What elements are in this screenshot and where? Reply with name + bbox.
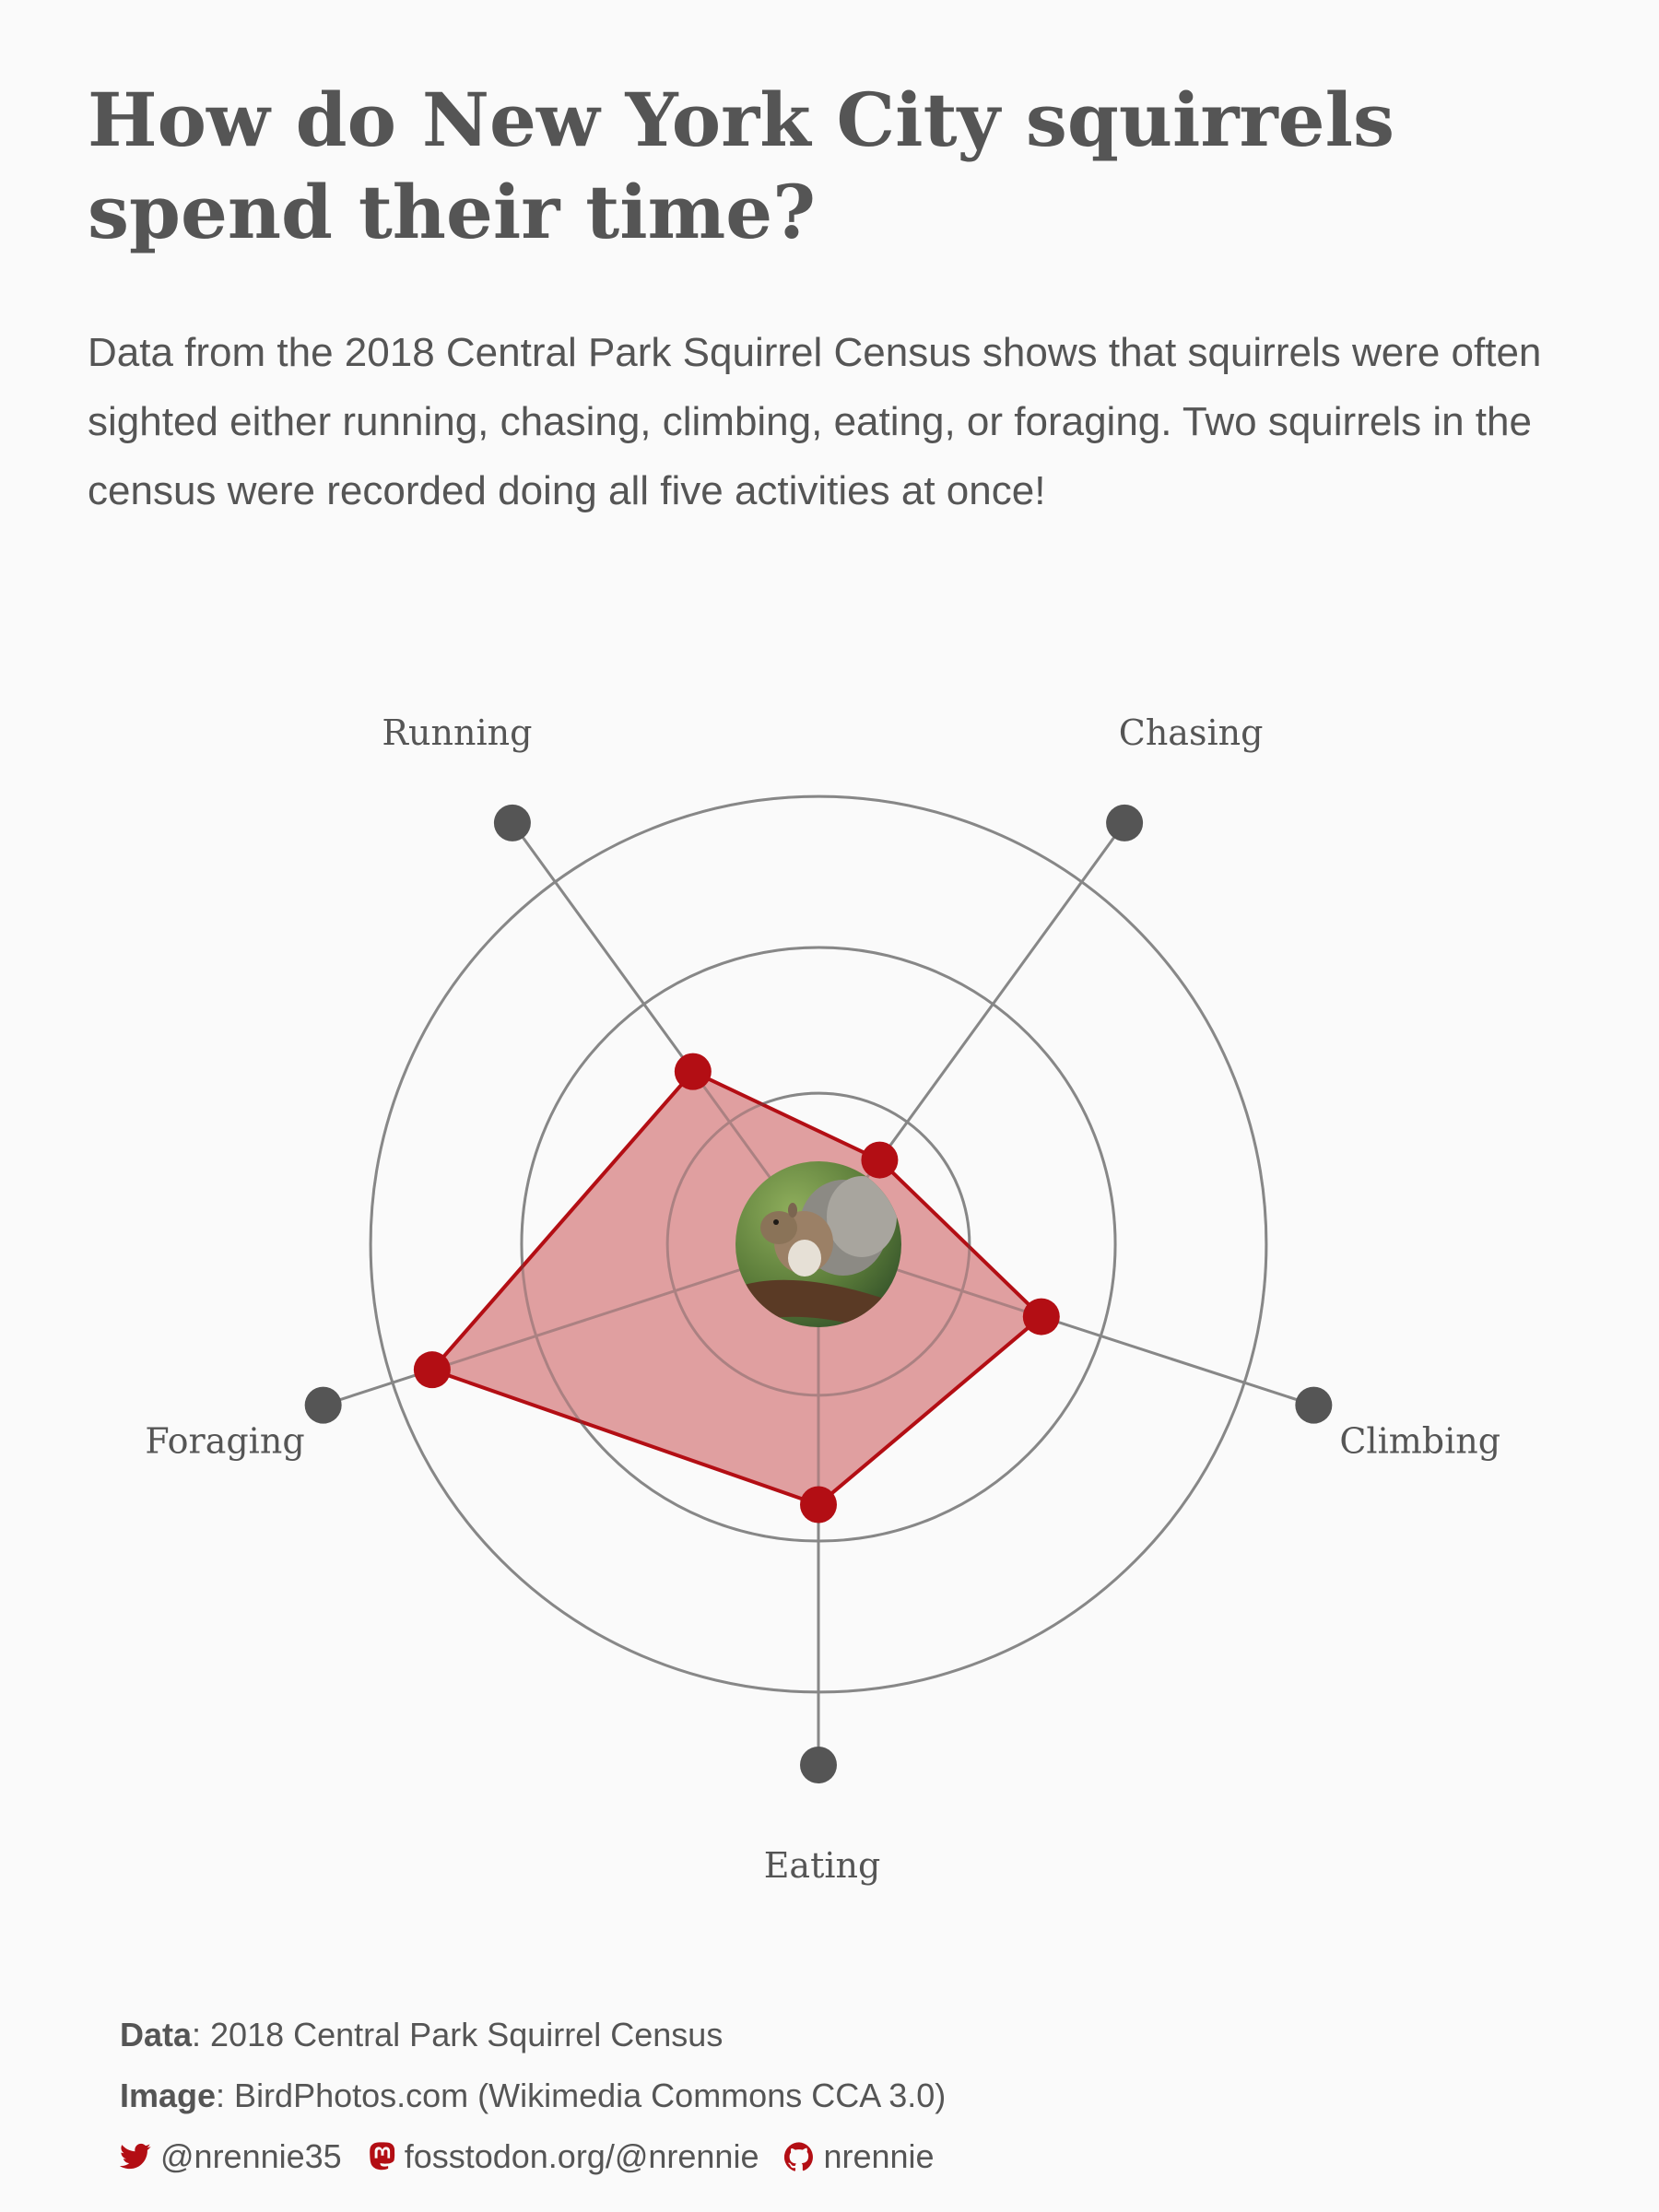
axis-label-eating: Eating — [764, 1845, 881, 1886]
github-handle: nrennie — [823, 2137, 935, 2175]
axis-label-running: Running — [382, 712, 532, 753]
image-credit-text: : BirdPhotos.com (Wikimedia Commons CCA … — [216, 2077, 947, 2114]
axis-endpoint-dot — [304, 1386, 342, 1424]
data-area — [323, 794, 1314, 1765]
axis-endpoint-dot — [493, 804, 531, 841]
axis-endpoint-dot — [800, 1747, 837, 1783]
axis-endpoint-dot — [1295, 1386, 1333, 1424]
grid-ring-overlay — [369, 794, 1268, 1694]
twitter-icon — [120, 2143, 151, 2170]
data-point-climbing — [1022, 1298, 1060, 1335]
social-links: @nrennie35 fosstodon.org/@nrennie nrenni… — [120, 2126, 960, 2187]
data-source: Data: 2018 Central Park Squirrel Census — [120, 2005, 960, 2065]
grid-ring-overlay — [665, 1091, 971, 1397]
twitter-link[interactable]: @nrennie35 — [120, 2126, 342, 2187]
github-link[interactable]: nrennie — [784, 2126, 935, 2187]
axis-label-climbing: Climbing — [1339, 1421, 1500, 1462]
caption: Data: 2018 Central Park Squirrel Census … — [120, 2005, 960, 2187]
axis-label-chasing: Chasing — [1119, 712, 1264, 753]
axis-endpoint-dot — [1106, 804, 1144, 841]
squirrel-photo — [735, 1161, 901, 1327]
chart-subtitle: Data from the 2018 Central Park Squirrel… — [88, 330, 1542, 513]
grid-spoke-overlay — [818, 1242, 1314, 1407]
twitter-handle: @nrennie35 — [160, 2137, 342, 2175]
data-source-text: : 2018 Central Park Squirrel Census — [192, 2016, 724, 2053]
data-point-foraging — [413, 1351, 451, 1389]
data-point-chasing — [861, 1141, 899, 1179]
image-credit: Image: BirdPhotos.com (Wikimedia Commons… — [120, 2065, 960, 2126]
grid-spoke-overlay — [323, 1242, 819, 1407]
axis-labels: Running Chasing Climbing Eating Foraging — [145, 712, 1500, 1886]
image-credit-label: Image — [120, 2077, 217, 2114]
data-point-running — [674, 1053, 712, 1090]
mastodon-link[interactable]: fosstodon.org/@nrennie — [368, 2126, 759, 2187]
grid-ring-overlay — [520, 946, 1117, 1543]
axis-endpoints — [304, 804, 1333, 1783]
data-point-eating — [800, 1486, 837, 1524]
data-source-label: Data — [120, 2016, 193, 2053]
github-icon — [784, 2142, 814, 2171]
data-points — [413, 1053, 1060, 1524]
radar-chart: Running Chasing Climbing Eating Foraging — [145, 712, 1500, 1886]
axis-label-foraging: Foraging — [145, 1421, 304, 1462]
grid-spoke-overlay — [511, 822, 820, 1245]
mastodon-icon — [369, 2142, 394, 2171]
chart-title: How do New York City squirrels spend the… — [88, 76, 1395, 255]
data-polygon — [429, 1069, 1043, 1507]
mastodon-handle: fosstodon.org/@nrennie — [404, 2137, 759, 2175]
